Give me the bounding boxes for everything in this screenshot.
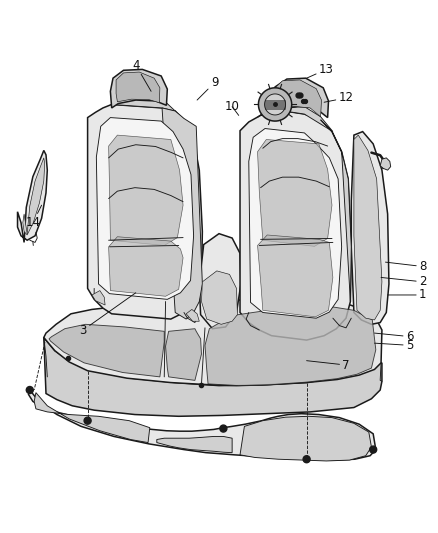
- Text: 12: 12: [324, 91, 353, 104]
- Polygon shape: [186, 310, 199, 321]
- Polygon shape: [265, 94, 286, 115]
- Text: 14: 14: [25, 205, 42, 229]
- Polygon shape: [201, 271, 237, 324]
- Text: 3: 3: [80, 293, 136, 336]
- Polygon shape: [109, 237, 183, 296]
- Polygon shape: [88, 104, 202, 319]
- Text: 6: 6: [374, 330, 413, 343]
- Polygon shape: [116, 72, 160, 103]
- Circle shape: [84, 417, 91, 424]
- Polygon shape: [240, 416, 371, 461]
- Text: 2: 2: [381, 276, 427, 288]
- Text: 7: 7: [307, 359, 350, 372]
- Polygon shape: [258, 140, 332, 246]
- Polygon shape: [265, 100, 285, 109]
- Circle shape: [370, 446, 377, 453]
- Circle shape: [303, 456, 310, 463]
- Polygon shape: [44, 337, 382, 416]
- Polygon shape: [18, 150, 47, 243]
- Polygon shape: [354, 135, 382, 320]
- Polygon shape: [34, 393, 150, 442]
- Polygon shape: [321, 120, 351, 302]
- Polygon shape: [96, 118, 194, 300]
- Polygon shape: [44, 300, 382, 386]
- Polygon shape: [249, 128, 342, 318]
- Polygon shape: [275, 80, 321, 117]
- Text: 8: 8: [385, 260, 426, 273]
- Circle shape: [26, 386, 33, 393]
- Polygon shape: [162, 108, 202, 319]
- Text: 5: 5: [374, 339, 413, 352]
- Text: 1: 1: [388, 288, 427, 302]
- Polygon shape: [261, 107, 333, 132]
- Text: 13: 13: [307, 63, 334, 78]
- Polygon shape: [258, 235, 333, 317]
- Polygon shape: [49, 324, 164, 377]
- Polygon shape: [23, 158, 45, 235]
- Polygon shape: [166, 329, 201, 381]
- Text: 4: 4: [132, 59, 151, 91]
- Polygon shape: [380, 158, 391, 170]
- Circle shape: [220, 425, 227, 432]
- Polygon shape: [112, 98, 175, 111]
- Polygon shape: [157, 437, 232, 453]
- Polygon shape: [240, 110, 351, 340]
- Polygon shape: [199, 233, 241, 329]
- Polygon shape: [92, 290, 105, 305]
- Polygon shape: [351, 132, 389, 324]
- Polygon shape: [28, 390, 376, 460]
- Polygon shape: [205, 306, 376, 386]
- Polygon shape: [109, 135, 183, 246]
- Polygon shape: [272, 78, 328, 118]
- Polygon shape: [110, 69, 167, 108]
- Text: 9: 9: [197, 76, 219, 100]
- Polygon shape: [258, 88, 292, 121]
- Text: 10: 10: [225, 100, 240, 115]
